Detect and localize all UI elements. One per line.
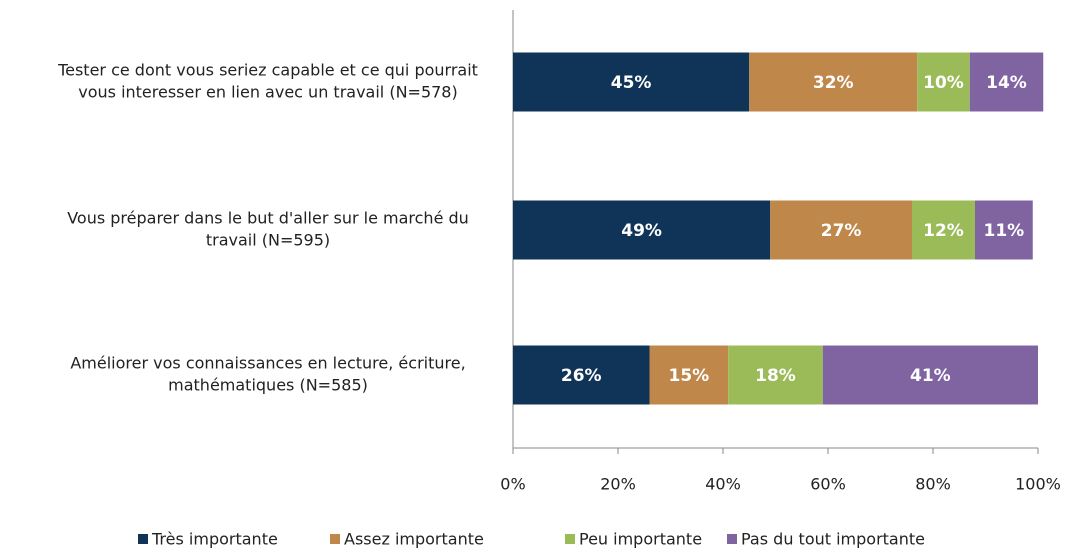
- value-label: 12%: [923, 221, 964, 241]
- legend-swatch: [138, 534, 148, 544]
- legend-swatch: [565, 534, 575, 544]
- value-label: 41%: [910, 366, 951, 386]
- value-label: 18%: [755, 366, 796, 386]
- x-tick-label: 60%: [810, 475, 846, 494]
- x-tick-label: 20%: [600, 475, 636, 494]
- legend-label: Pas du tout importante: [741, 530, 925, 549]
- bar-segment: [770, 200, 912, 260]
- value-label: 27%: [821, 221, 862, 241]
- category-label: Améliorer vos connaissances en lecture, …: [70, 354, 465, 373]
- bar-segment: [912, 200, 975, 260]
- category-label: Tester ce dont vous seriez capable et ce…: [57, 61, 478, 80]
- bar-segment: [513, 200, 771, 260]
- category-label: vous interesser en lien avec un travail …: [78, 83, 457, 102]
- value-label: 14%: [986, 73, 1027, 93]
- legend-label: Assez importante: [344, 530, 484, 549]
- legend-swatch: [727, 534, 737, 544]
- x-tick-label: 0%: [500, 475, 525, 494]
- category-label: travail (N=595): [206, 231, 330, 250]
- bar-segment: [649, 345, 729, 405]
- value-label: 11%: [984, 221, 1025, 241]
- bar-segment: [917, 52, 970, 112]
- x-tick-label: 100%: [1015, 475, 1061, 494]
- value-label: 10%: [923, 73, 964, 93]
- bar-segment: [728, 345, 823, 405]
- bar-segment: [749, 52, 918, 112]
- legend-swatch: [330, 534, 340, 544]
- value-label: 15%: [669, 366, 710, 386]
- category-label: mathématiques (N=585): [168, 376, 368, 395]
- legend-label: Peu importante: [579, 530, 702, 549]
- value-label: 32%: [813, 73, 854, 93]
- bar-segment: [513, 52, 750, 112]
- value-label: 26%: [561, 366, 602, 386]
- x-tick-label: 80%: [915, 475, 951, 494]
- value-label: 49%: [621, 221, 662, 241]
- bar-segment: [969, 52, 1044, 112]
- bar-segment: [975, 200, 1033, 260]
- legend-label: Très importante: [151, 530, 278, 549]
- bar-segment: [822, 345, 1038, 405]
- x-tick-label: 40%: [705, 475, 741, 494]
- bar-segment: [513, 345, 650, 405]
- category-label: Vous préparer dans le but d'aller sur le…: [67, 209, 469, 228]
- value-label: 45%: [611, 73, 652, 93]
